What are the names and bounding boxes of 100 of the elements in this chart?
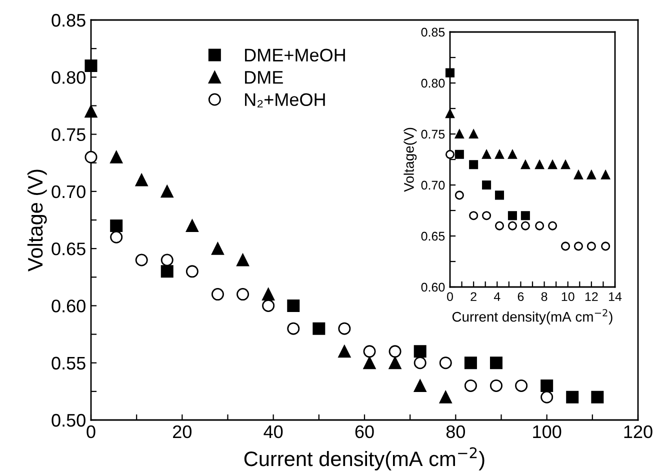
point — [540, 390, 554, 404]
x-tick-label: 14 — [609, 292, 622, 301]
point — [494, 221, 504, 230]
point — [494, 190, 504, 200]
point — [363, 356, 376, 370]
legend-label: DME — [245, 71, 283, 84]
point — [135, 254, 148, 266]
y-tick-label: 0.65 — [52, 242, 86, 256]
point — [338, 322, 351, 335]
point — [535, 160, 544, 170]
point — [548, 221, 558, 230]
point — [160, 185, 174, 198]
point — [439, 390, 452, 404]
point — [482, 180, 492, 190]
point — [211, 288, 224, 301]
x-axis-title: Current density(mA cm$^{−2}$) — [452, 309, 612, 324]
y-tick-label: 0.55 — [52, 356, 86, 370]
point — [414, 356, 426, 370]
point — [110, 219, 123, 232]
x-tick-label: 0 — [447, 292, 453, 302]
point — [560, 242, 570, 251]
point — [338, 345, 351, 358]
x-tick-label: 4 — [494, 292, 500, 301]
point — [287, 322, 300, 335]
point — [586, 170, 596, 180]
point — [236, 288, 250, 301]
point — [211, 242, 224, 255]
x-tick-label: 8 — [541, 292, 548, 302]
point — [186, 265, 198, 278]
point — [262, 288, 275, 301]
point — [574, 170, 583, 180]
x-tick-label: 40 — [264, 425, 283, 438]
point — [508, 221, 517, 230]
point — [560, 160, 570, 170]
point — [414, 379, 426, 392]
x-tick-label: 12 — [585, 292, 598, 301]
y-tick-label: 0.70 — [52, 185, 86, 198]
point — [586, 242, 596, 251]
point — [482, 211, 492, 220]
point — [262, 299, 275, 312]
y-axis-title: Voltage (V) — [27, 170, 47, 272]
point — [236, 254, 250, 266]
point — [494, 150, 504, 159]
point — [312, 322, 326, 335]
point — [388, 356, 402, 370]
point — [445, 109, 455, 118]
x-tick-label: 10 — [562, 292, 574, 302]
x-tick-label: 6 — [518, 292, 524, 302]
point — [414, 345, 426, 358]
point — [508, 211, 517, 220]
point — [135, 174, 148, 186]
point — [469, 160, 478, 170]
y-tick-label: 0.60 — [52, 300, 86, 312]
point — [548, 160, 558, 170]
point — [601, 242, 610, 251]
point — [566, 390, 579, 404]
y-tick-label: 0.75 — [421, 130, 445, 139]
point — [591, 390, 604, 404]
point — [520, 160, 530, 170]
legend-label: DME+MeOH — [245, 48, 345, 62]
point — [574, 242, 583, 251]
point — [469, 211, 478, 220]
y-tick-label: 0.80 — [52, 71, 86, 84]
x-tick-label: 60 — [355, 425, 374, 438]
x-axis-title: Current density(mA cm$^{−2}$) — [244, 447, 484, 470]
x-tick-label: 80 — [446, 425, 466, 438]
point — [535, 221, 544, 230]
point — [454, 150, 464, 159]
x-tick-label: 20 — [173, 425, 192, 438]
point — [601, 170, 610, 180]
point — [160, 265, 174, 278]
point — [445, 150, 455, 159]
point — [439, 356, 452, 370]
x-tick-label: 100 — [533, 425, 562, 438]
point — [454, 190, 464, 200]
point — [454, 129, 464, 139]
y-tick-label: 0.70 — [421, 180, 445, 190]
y-tick-label: 0.85 — [421, 28, 445, 37]
point — [186, 219, 198, 232]
y-tick-label: 0.80 — [421, 78, 445, 88]
point — [363, 345, 376, 358]
point — [469, 129, 478, 139]
point — [515, 379, 528, 392]
x-tick-label: 0 — [86, 425, 96, 438]
point — [508, 150, 517, 159]
point — [84, 59, 98, 72]
point — [388, 345, 402, 358]
y-tick-label: 0.75 — [52, 128, 86, 142]
x-tick-label: 120 — [624, 425, 652, 438]
point — [520, 211, 530, 220]
point — [160, 254, 174, 266]
point — [490, 356, 502, 370]
point — [445, 68, 455, 78]
point — [464, 356, 477, 370]
point — [110, 230, 123, 244]
y-axis-title: Voltage(V) — [404, 128, 417, 192]
point — [540, 379, 554, 392]
legend-label: N₂+MeOH — [245, 93, 325, 108]
point — [84, 150, 98, 164]
y-tick-label: 0.50 — [52, 414, 86, 427]
